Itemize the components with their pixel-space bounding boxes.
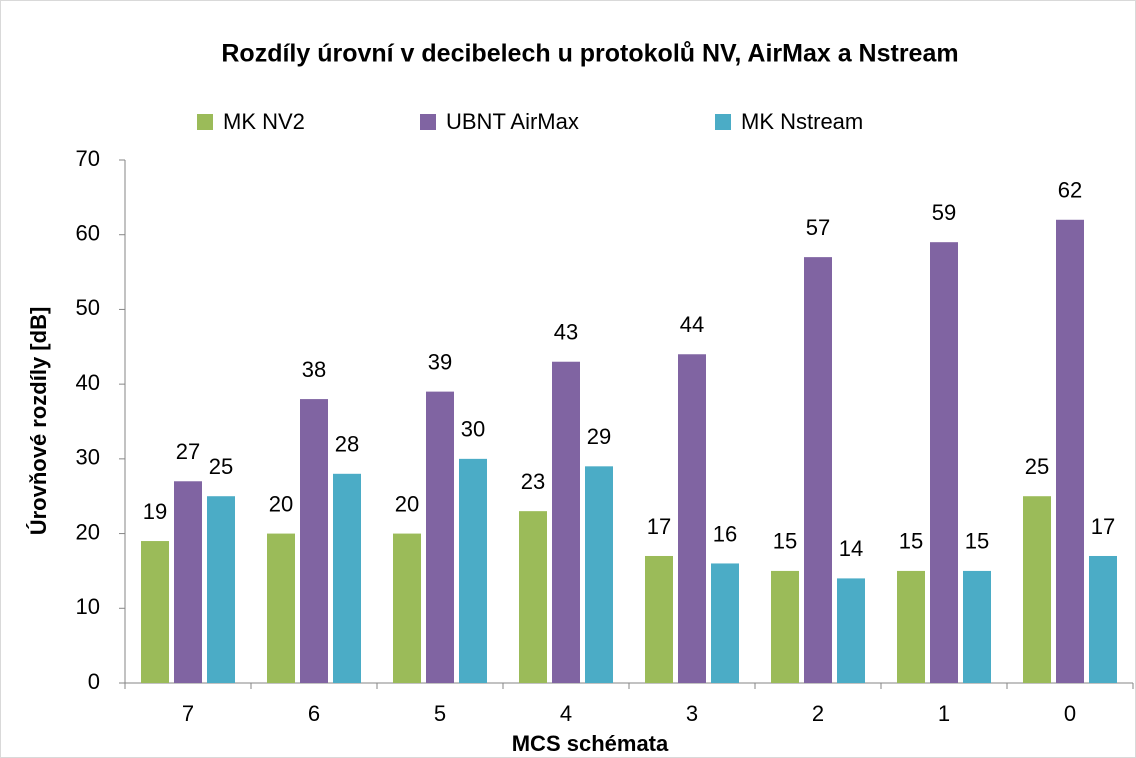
data-label: 43 [554, 320, 578, 345]
bar [645, 555, 673, 683]
data-label: 44 [680, 312, 704, 337]
x-tick-label: 4 [560, 701, 572, 726]
bar [141, 541, 169, 683]
data-label: 39 [428, 349, 452, 374]
bar [300, 399, 328, 683]
data-label: 15 [773, 529, 797, 554]
y-tick-label: 20 [76, 519, 100, 544]
data-label: 15 [899, 529, 923, 554]
y-tick-label: 30 [76, 445, 100, 470]
bar [459, 458, 487, 683]
x-tick-label: 6 [308, 701, 320, 726]
bar [711, 563, 739, 683]
data-label: 25 [1025, 454, 1049, 479]
bar [207, 496, 235, 683]
legend-swatch [197, 114, 213, 130]
legend-label: MK Nstream [741, 109, 863, 134]
bar [519, 511, 547, 683]
bar [678, 354, 706, 683]
data-label: 59 [932, 200, 956, 225]
data-label: 20 [395, 491, 419, 516]
x-axis-title: MCS schémata [512, 731, 669, 756]
x-tick-label: 2 [812, 701, 824, 726]
data-label: 16 [713, 521, 737, 546]
bar [552, 361, 580, 683]
bar [897, 570, 925, 683]
bar [837, 578, 865, 683]
data-label: 25 [209, 454, 233, 479]
legend-swatch [420, 114, 436, 130]
bar [963, 570, 991, 683]
x-tick-label: 3 [686, 701, 698, 726]
data-label: 62 [1058, 178, 1082, 203]
bar [333, 473, 361, 683]
data-label: 17 [1091, 514, 1115, 539]
x-tick-label: 7 [182, 701, 194, 726]
data-label: 28 [335, 432, 359, 457]
data-label: 57 [806, 215, 830, 240]
y-tick-label: 60 [76, 221, 100, 246]
y-tick-label: 70 [76, 146, 100, 171]
data-label: 38 [302, 357, 326, 382]
data-label: 23 [521, 469, 545, 494]
y-tick-label: 40 [76, 370, 100, 395]
data-label: 19 [143, 499, 167, 524]
data-label: 14 [839, 536, 863, 561]
data-label: 20 [269, 491, 293, 516]
bar [585, 466, 613, 683]
y-axis-title: Úrovňové rozdíly [dB] [26, 307, 51, 536]
legend-swatch [715, 114, 731, 130]
x-tick-label: 0 [1064, 701, 1076, 726]
data-label: 30 [461, 417, 485, 442]
x-tick-label: 5 [434, 701, 446, 726]
legend-label: MK NV2 [223, 109, 305, 134]
bar [1056, 219, 1084, 683]
bar [804, 257, 832, 683]
bar [1023, 496, 1051, 683]
bar [426, 391, 454, 683]
data-label: 17 [647, 514, 671, 539]
data-label: 29 [587, 424, 611, 449]
legend-label: UBNT AirMax [446, 109, 579, 134]
data-label: 15 [965, 529, 989, 554]
data-label: 27 [176, 439, 200, 464]
x-tick-label: 1 [938, 701, 950, 726]
chart-title: Rozdíly úrovní v decibelech u protokolů … [221, 40, 958, 68]
bar [1089, 555, 1117, 683]
bar [267, 533, 295, 683]
y-tick-label: 0 [88, 669, 100, 694]
bar [771, 570, 799, 683]
y-tick-label: 10 [76, 594, 100, 619]
bar [393, 533, 421, 683]
y-tick-label: 50 [76, 295, 100, 320]
bar [930, 242, 958, 683]
bar [174, 481, 202, 683]
